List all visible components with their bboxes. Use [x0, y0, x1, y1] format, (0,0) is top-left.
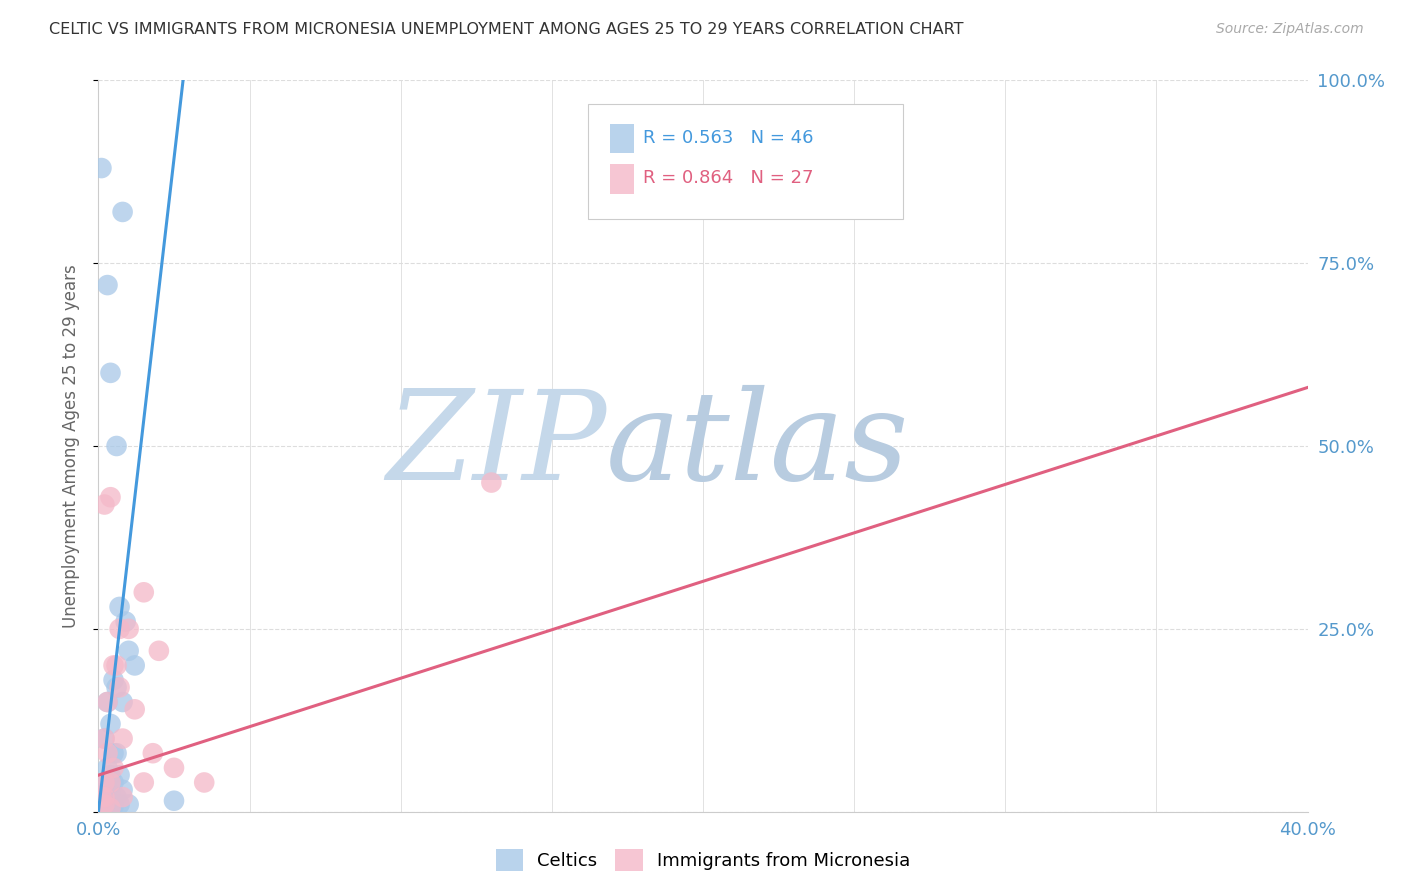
Point — [142, 746, 165, 760]
Point — [93, 790, 115, 805]
Point — [111, 731, 134, 746]
Point — [124, 702, 146, 716]
Point — [93, 801, 115, 815]
Point — [118, 622, 141, 636]
Point — [481, 475, 503, 490]
Text: atlas: atlas — [606, 385, 910, 507]
Point — [100, 490, 122, 504]
Point — [93, 731, 115, 746]
Point — [100, 801, 122, 815]
Text: ZIP: ZIP — [385, 385, 606, 507]
Point — [111, 205, 134, 219]
Point — [100, 803, 122, 817]
Point — [93, 775, 115, 789]
Point — [103, 775, 125, 789]
Point — [193, 775, 215, 789]
Point — [105, 681, 128, 695]
Point — [100, 366, 122, 380]
Point — [96, 782, 118, 797]
FancyBboxPatch shape — [588, 103, 903, 219]
Point — [93, 797, 115, 812]
Point — [105, 439, 128, 453]
Point — [103, 658, 125, 673]
Point — [108, 681, 131, 695]
Point — [103, 798, 125, 813]
Point — [111, 790, 134, 805]
Point — [148, 644, 170, 658]
Point — [93, 790, 115, 805]
Point — [103, 761, 125, 775]
Point — [105, 658, 128, 673]
Legend: Celtics, Immigrants from Micronesia: Celtics, Immigrants from Micronesia — [488, 842, 918, 879]
Point — [90, 798, 112, 813]
Point — [118, 797, 141, 812]
Point — [96, 746, 118, 760]
Point — [93, 775, 115, 789]
Point — [114, 615, 136, 629]
Point — [100, 768, 122, 782]
Point — [100, 797, 122, 812]
Point — [93, 498, 115, 512]
Point — [96, 794, 118, 808]
Point — [103, 746, 125, 760]
Point — [96, 695, 118, 709]
Point — [111, 695, 134, 709]
Point — [124, 658, 146, 673]
Text: R = 0.864   N = 27: R = 0.864 N = 27 — [643, 169, 813, 187]
Point — [100, 787, 122, 801]
Point — [90, 787, 112, 801]
Point — [105, 790, 128, 805]
Point — [96, 761, 118, 775]
Point — [100, 775, 122, 789]
Point — [96, 798, 118, 813]
Y-axis label: Unemployment Among Ages 25 to 29 years: Unemployment Among Ages 25 to 29 years — [62, 264, 80, 628]
Point — [96, 801, 118, 815]
Point — [96, 695, 118, 709]
Point — [100, 717, 122, 731]
Point — [90, 161, 112, 175]
Point — [111, 782, 134, 797]
Point — [96, 278, 118, 293]
Point — [108, 797, 131, 812]
Point — [108, 768, 131, 782]
Text: CELTIC VS IMMIGRANTS FROM MICRONESIA UNEMPLOYMENT AMONG AGES 25 TO 29 YEARS CORR: CELTIC VS IMMIGRANTS FROM MICRONESIA UNE… — [49, 22, 963, 37]
Point — [163, 794, 186, 808]
Point — [108, 599, 131, 614]
Point — [100, 801, 122, 815]
Point — [103, 673, 125, 687]
Bar — [610, 124, 634, 153]
Point — [90, 790, 112, 805]
Point — [90, 801, 112, 815]
Point — [93, 803, 115, 817]
Point — [93, 798, 115, 813]
Point — [163, 761, 186, 775]
Text: Source: ZipAtlas.com: Source: ZipAtlas.com — [1216, 22, 1364, 37]
Bar — [610, 164, 634, 194]
Point — [90, 794, 112, 808]
Point — [90, 803, 112, 817]
Point — [118, 644, 141, 658]
Point — [93, 797, 115, 812]
Point — [108, 622, 131, 636]
Point — [132, 775, 155, 789]
Point — [105, 746, 128, 760]
Text: R = 0.563   N = 46: R = 0.563 N = 46 — [643, 129, 813, 147]
Point — [132, 585, 155, 599]
Point — [93, 731, 115, 746]
